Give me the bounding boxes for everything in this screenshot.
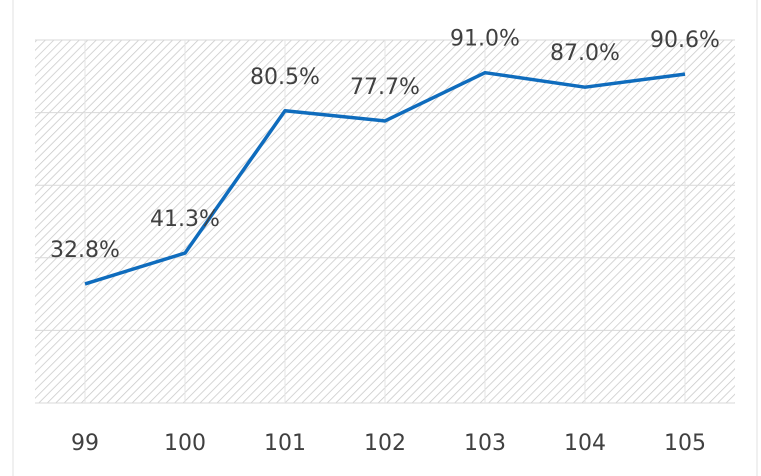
- x-tick-label: 99: [71, 431, 99, 456]
- data-label: 41.3%: [150, 207, 220, 232]
- x-tick-label: 102: [364, 431, 406, 456]
- marks: [84, 70, 686, 286]
- x-tick-label: 104: [564, 431, 606, 456]
- series-line: [84, 70, 686, 286]
- data-label: 87.0%: [550, 41, 620, 66]
- x-tick-label: 101: [264, 431, 306, 456]
- data-label: 90.6%: [650, 28, 720, 53]
- data-label: 77.7%: [350, 75, 420, 100]
- data-label: 91.0%: [450, 27, 520, 52]
- data-label: 32.8%: [50, 238, 120, 263]
- x-tick-label: 103: [464, 431, 506, 456]
- x-tick-label: 100: [164, 431, 206, 456]
- data-label: 80.5%: [250, 65, 320, 90]
- x-tick-label: 105: [664, 431, 706, 456]
- grid: [35, 39, 735, 404]
